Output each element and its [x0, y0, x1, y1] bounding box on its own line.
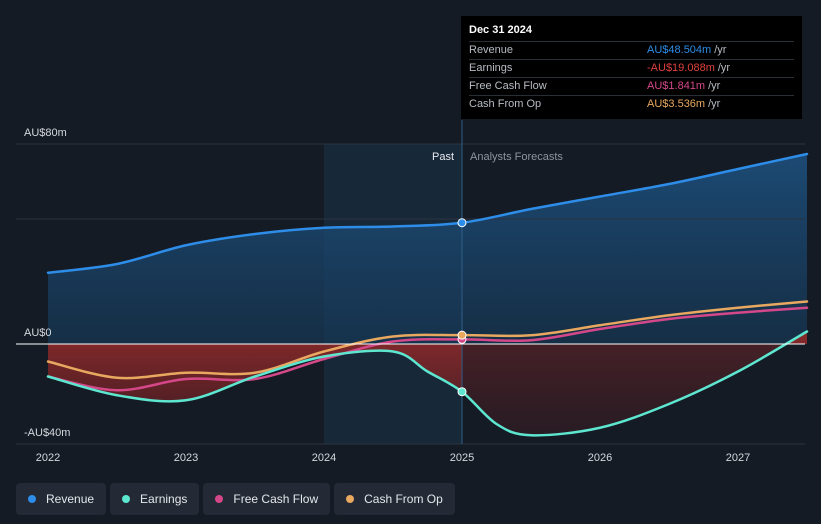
y-tick-label: AU$80m [24, 127, 67, 139]
tooltip-row-cfo: Cash From Op AU$3.536m /yr [469, 95, 794, 113]
tooltip-row-fcf: Free Cash Flow AU$1.841m /yr [469, 77, 794, 95]
x-tick-label: 2024 [312, 452, 336, 464]
tooltip: Dec 31 2024 Revenue AU$48.504m /yr Earni… [461, 16, 802, 119]
legend-label: Earnings [140, 492, 188, 506]
series-line-cfo [46, 300, 809, 380]
tooltip-label: Earnings [469, 62, 513, 74]
tooltip-row-revenue: Revenue AU$48.504m /yr [469, 41, 794, 59]
series-line-earnings [46, 330, 809, 437]
past-label: Past [432, 151, 454, 163]
series-line-revenue [46, 152, 809, 274]
x-tick-label: 2022 [36, 452, 60, 464]
legend-label: Cash From Op [364, 492, 443, 506]
x-tick-label: 2027 [726, 452, 750, 464]
y-tick-label: -AU$40m [24, 427, 70, 439]
marker-revenue [457, 218, 467, 228]
marker-cfo [457, 330, 467, 340]
tooltip-unit: /yr [717, 62, 731, 74]
marker-earnings [457, 387, 467, 397]
legend-item-free-cash-flow[interactable]: Free Cash Flow [203, 483, 331, 515]
legend-dot-icon [346, 495, 355, 503]
x-tick-label: 2023 [174, 452, 198, 464]
tooltip-value: AU$48.504m [647, 44, 712, 56]
tooltip-unit: /yr [714, 44, 727, 56]
y-tick-label: AU$0 [24, 327, 52, 339]
tooltip-value: AU$3.536m [647, 98, 706, 110]
legend-dot-icon [215, 495, 224, 503]
tooltip-unit: /yr [708, 80, 721, 92]
legend-item-cash-from-op[interactable]: Cash From Op [334, 483, 455, 515]
legend-dot-icon [122, 495, 131, 503]
legend-label: Revenue [46, 492, 95, 506]
tooltip-row-earnings: Earnings -AU$19.088m /yr [469, 59, 794, 77]
legend-item-revenue[interactable]: Revenue [16, 483, 107, 515]
legend: Revenue Earnings Free Cash Flow Cash Fro… [16, 483, 455, 515]
series-line-fcf [46, 306, 809, 392]
x-tick-label: 2026 [588, 452, 612, 464]
tooltip-value: -AU$19.088m [647, 62, 715, 74]
tooltip-date: Dec 31 2024 [469, 24, 532, 36]
x-tick-label: 2025 [450, 452, 474, 464]
revenue-area [48, 154, 807, 344]
tooltip-value: AU$1.841m [647, 80, 706, 92]
legend-dot-icon [28, 495, 36, 503]
tooltip-label: Cash From Op [469, 98, 542, 110]
forecast-label: Analysts Forecasts [470, 151, 563, 163]
forecast-dim-overlay [462, 344, 805, 444]
legend-label: Free Cash Flow [233, 492, 319, 506]
tooltip-label: Revenue [469, 44, 514, 56]
tooltip-label: Free Cash Flow [469, 80, 547, 92]
legend-item-earnings[interactable]: Earnings [110, 483, 200, 515]
tooltip-unit: /yr [708, 98, 721, 110]
